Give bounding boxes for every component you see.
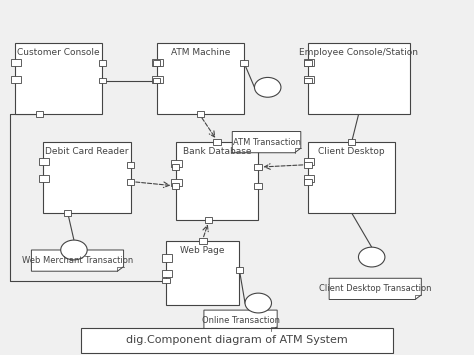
Text: Customer Console: Customer Console [17,48,100,58]
Bar [39,175,49,182]
Text: Online Transaction: Online Transaction [201,316,280,325]
Bar [153,76,163,83]
Bar [11,59,21,66]
Bar [162,270,173,277]
Bar [162,255,173,262]
Text: Web Page: Web Page [181,246,225,256]
Bar [162,278,170,283]
Bar [64,210,72,216]
Bar [304,179,312,185]
Bar [304,158,314,165]
Bar [213,139,221,145]
Bar [175,142,258,220]
Circle shape [245,293,272,313]
Bar [304,162,312,168]
Text: dig.Component diagram of ATM System: dig.Component diagram of ATM System [126,335,348,345]
Bar [236,267,243,273]
Bar [172,164,179,170]
Text: Employee Console/Station: Employee Console/Station [299,48,418,58]
Polygon shape [204,310,277,331]
Bar [153,78,160,83]
Bar [36,111,43,117]
Bar [172,160,182,167]
Text: Debit Card Reader: Debit Card Reader [45,147,129,157]
Bar [205,217,212,223]
Bar [156,43,244,114]
Circle shape [255,77,281,97]
Bar [172,183,179,189]
Circle shape [61,240,87,260]
Text: Bank Database: Bank Database [182,147,251,157]
Text: Client Desktop Transaction: Client Desktop Transaction [319,284,431,293]
Bar [304,78,312,83]
Bar [153,59,163,66]
Circle shape [358,247,385,267]
Bar [153,60,160,66]
Bar [304,175,314,182]
Bar [304,76,314,83]
Bar [81,328,393,353]
Bar [255,183,262,189]
Bar [43,142,131,213]
Text: ATM Machine: ATM Machine [171,48,230,58]
Bar [166,241,239,305]
Polygon shape [31,250,124,271]
Bar [197,111,204,117]
Bar [304,59,314,66]
Bar [308,142,395,213]
Bar [15,43,102,114]
Bar [39,158,49,165]
Text: Web Merchant Transaction: Web Merchant Transaction [22,256,133,265]
Polygon shape [329,278,421,300]
Bar [127,179,135,185]
Bar [172,179,182,186]
Text: ATM Transaction: ATM Transaction [233,138,301,147]
Bar [308,43,410,114]
Bar [348,139,356,145]
Bar [304,60,312,66]
Polygon shape [232,132,301,153]
Bar [240,60,248,66]
Bar [11,76,21,83]
Bar [99,78,106,83]
Bar [127,162,135,168]
Text: Client Desktop: Client Desktop [319,147,385,157]
Bar [99,60,106,66]
Bar [255,164,262,170]
Bar [199,238,207,244]
